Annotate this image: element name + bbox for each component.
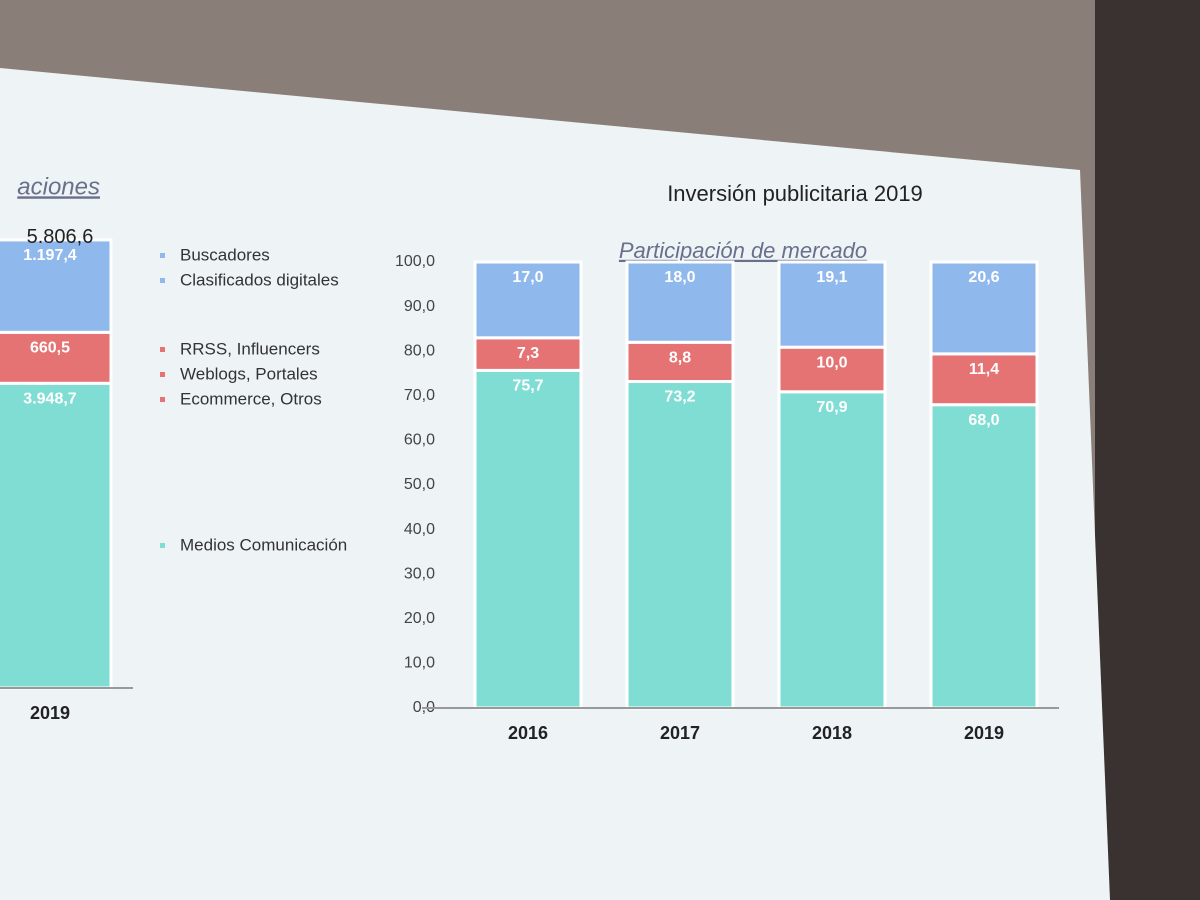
y-tick-label: 90,0	[404, 298, 435, 315]
value-label: 75,7	[512, 378, 543, 395]
legend-label: RRSS, Influencers	[180, 339, 320, 358]
bar-segment	[929, 403, 1039, 710]
value-label: 70,9	[816, 399, 847, 416]
value-label: 17,0	[512, 269, 543, 286]
bar-segment	[777, 390, 887, 710]
chart-subtitle: Participación de mercado	[619, 238, 867, 263]
bar-segment	[473, 260, 583, 340]
plots: 3.948,7 660,5 1.197,45.806,6 2019 Medios Com…	[0, 226, 1059, 743]
bar-segment	[625, 340, 735, 384]
value-label: 7,3	[517, 345, 539, 362]
bar-segment	[929, 260, 1039, 356]
value-label: 73,2	[664, 389, 695, 406]
legend-label: Weblogs, Portales	[180, 364, 318, 383]
value-label: 68,0	[968, 412, 999, 429]
legend-swatch	[160, 253, 165, 258]
value-label: 10,0	[816, 354, 847, 371]
y-tick-label: 70,0	[404, 387, 435, 404]
legend-swatch	[160, 397, 165, 402]
legend-swatch	[160, 372, 165, 377]
y-tick-label: 20,0	[404, 610, 435, 627]
bar-segment	[777, 345, 887, 394]
y-tick-label: 10,0	[404, 655, 435, 672]
legend-label: Medios Comunicación	[180, 535, 347, 554]
value-label: 19,1	[816, 269, 847, 286]
y-tick-label: 60,0	[404, 432, 435, 449]
value-label: 660,5	[30, 340, 70, 357]
value-label: 18,0	[664, 269, 695, 286]
bar-segment	[0, 381, 113, 690]
left-title: aciones	[17, 173, 100, 200]
value-label: 20,6	[968, 269, 999, 286]
total-label: 5.806,6	[27, 226, 94, 248]
bar-segment	[929, 352, 1039, 407]
value-label: 3.948,7	[23, 391, 76, 408]
y-tick-label: 100,0	[395, 253, 435, 270]
bar-segment	[473, 368, 583, 710]
value-label: 8,8	[669, 349, 691, 366]
y-tick-label: 40,0	[404, 521, 435, 538]
x-tick-label: 2019	[30, 703, 70, 723]
bar-segment	[625, 260, 735, 344]
y-tick-label: 50,0	[404, 476, 435, 493]
bar-segment	[473, 336, 583, 372]
y-tick-label: 30,0	[404, 565, 435, 582]
legend-label: Buscadores	[180, 245, 270, 264]
y-tick-label: 80,0	[404, 342, 435, 359]
legend-label: Clasificados digitales	[180, 270, 339, 289]
legend-swatch	[160, 278, 165, 283]
bar-segment	[777, 260, 887, 349]
value-label: 11,4	[969, 361, 999, 378]
legend-label: Ecommerce, Otros	[180, 389, 322, 408]
x-tick-label: 2016	[508, 723, 548, 743]
bar-segment	[0, 238, 113, 334]
legend-swatch	[160, 347, 165, 352]
screen-frame	[1095, 0, 1200, 900]
x-tick-label: 2018	[812, 723, 852, 743]
bar-segment	[625, 380, 735, 710]
legend-swatch	[160, 543, 165, 548]
value-label: 1.197,4	[23, 247, 76, 264]
chart-title: Inversión publicitaria 2019	[667, 181, 923, 206]
x-tick-label: 2019	[964, 723, 1004, 743]
x-tick-label: 2017	[660, 723, 700, 743]
